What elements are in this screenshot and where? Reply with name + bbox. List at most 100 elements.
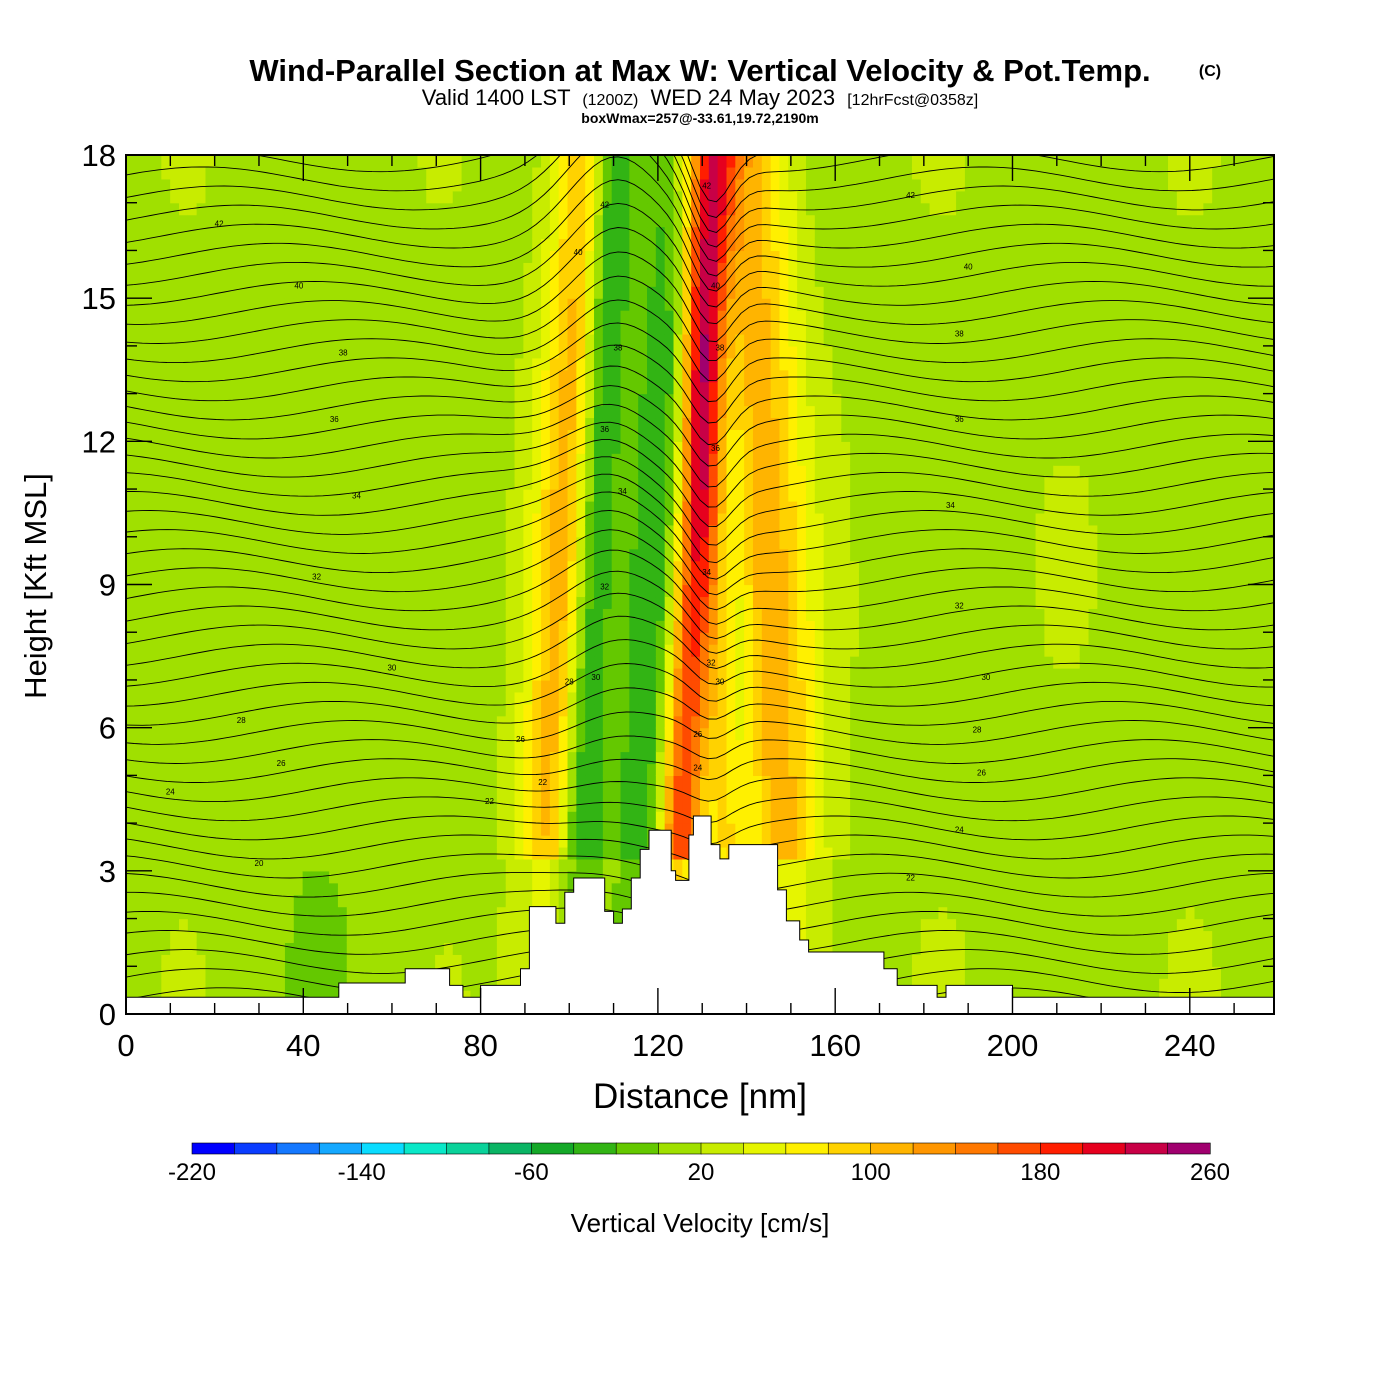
- field-cell: [293, 632, 304, 645]
- field-cell: [435, 441, 445, 454]
- field-cell: [178, 846, 189, 860]
- field-cell: [170, 381, 180, 395]
- field-cell: [700, 286, 710, 299]
- field-cell: [452, 536, 463, 550]
- field-cell: [240, 918, 251, 932]
- field-cell: [629, 489, 639, 502]
- field-cell: [567, 811, 577, 824]
- field-cell: [594, 190, 604, 204]
- field-cell: [355, 739, 366, 753]
- field-cell: [187, 727, 198, 741]
- field-cell: [426, 357, 436, 371]
- field-cell: [346, 357, 357, 371]
- field-cell: [408, 274, 419, 287]
- field-cell: [276, 787, 286, 800]
- field-cell: [355, 226, 366, 240]
- field-cell: [187, 512, 198, 526]
- field-cell: [249, 978, 260, 991]
- field-cell: [585, 357, 595, 371]
- field-cell: [505, 166, 516, 180]
- field-cell: [647, 668, 657, 681]
- field-cell: [594, 608, 604, 621]
- field-cell: [620, 691, 630, 705]
- field-cell: [134, 190, 145, 204]
- field-cell: [664, 787, 675, 800]
- field-cell: [320, 214, 330, 228]
- field-cell: [408, 226, 419, 240]
- field-cell: [161, 966, 171, 979]
- field-cell: [700, 799, 710, 812]
- field-cell: [443, 238, 454, 252]
- field-cell: [187, 357, 198, 371]
- field-cell: [558, 226, 569, 240]
- field-cell: [134, 775, 145, 788]
- field-cell: [320, 608, 330, 621]
- field-cell: [355, 882, 366, 896]
- field-cell: [417, 823, 427, 836]
- field-cell: [284, 381, 295, 395]
- field-cell: [134, 787, 145, 800]
- field-cell: [293, 584, 304, 598]
- field-cell: [205, 775, 215, 788]
- field-cell: [470, 954, 480, 967]
- field-cell: [284, 990, 295, 1003]
- field-cell: [470, 548, 480, 562]
- field-cell: [426, 691, 436, 705]
- field-cell: [134, 369, 145, 383]
- field-cell: [541, 679, 551, 693]
- field-cell: [629, 262, 639, 275]
- field-cell: [284, 739, 295, 753]
- field-cell: [364, 751, 374, 765]
- field-cell: [126, 536, 136, 550]
- field-cell: [576, 178, 586, 192]
- field-cell: [284, 691, 295, 705]
- field-cell: [284, 548, 295, 562]
- field-cell: [178, 166, 189, 180]
- field-cell: [161, 823, 171, 836]
- field-cell: [390, 465, 401, 478]
- field-cell: [620, 405, 630, 419]
- field-cell: [214, 656, 224, 669]
- field-cell: [249, 727, 260, 741]
- field-cell: [673, 465, 683, 478]
- field-cell: [258, 536, 268, 550]
- field-cell: [399, 500, 410, 514]
- field-cell: [461, 274, 471, 287]
- field-cell: [170, 632, 180, 645]
- field-cell: [276, 560, 286, 574]
- field-cell: [170, 572, 180, 586]
- field-cell: [170, 990, 180, 1003]
- field-cell: [293, 990, 304, 1003]
- field-cell: [585, 465, 595, 478]
- field-cell: [302, 155, 313, 168]
- field-cell: [532, 846, 542, 860]
- field-cell: [532, 393, 542, 407]
- field-cell: [585, 524, 595, 538]
- field-cell: [620, 333, 630, 347]
- field-cell: [523, 906, 533, 920]
- field-cell: [602, 703, 613, 717]
- field-cell: [549, 429, 560, 442]
- field-cell: [152, 703, 162, 717]
- field-cell: [355, 333, 366, 347]
- field-cell: [284, 453, 295, 466]
- field-cell: [470, 799, 480, 812]
- field-cell: [346, 226, 357, 240]
- field-cell: [284, 465, 295, 478]
- field-cell: [682, 286, 692, 299]
- field-cell: [178, 274, 189, 287]
- field-cell: [196, 763, 207, 776]
- field-cell: [231, 787, 242, 800]
- field-cell: [170, 644, 180, 657]
- field-cell: [214, 572, 224, 586]
- field-cell: [223, 465, 233, 478]
- field-cell: [161, 858, 171, 872]
- field-cell: [214, 548, 224, 562]
- field-cell: [143, 214, 154, 228]
- field-cell: [231, 906, 242, 920]
- field-cell: [514, 477, 524, 490]
- field-cell: [673, 477, 683, 490]
- field-cell: [417, 596, 427, 609]
- field-cell: [399, 465, 410, 478]
- field-cell: [611, 286, 622, 299]
